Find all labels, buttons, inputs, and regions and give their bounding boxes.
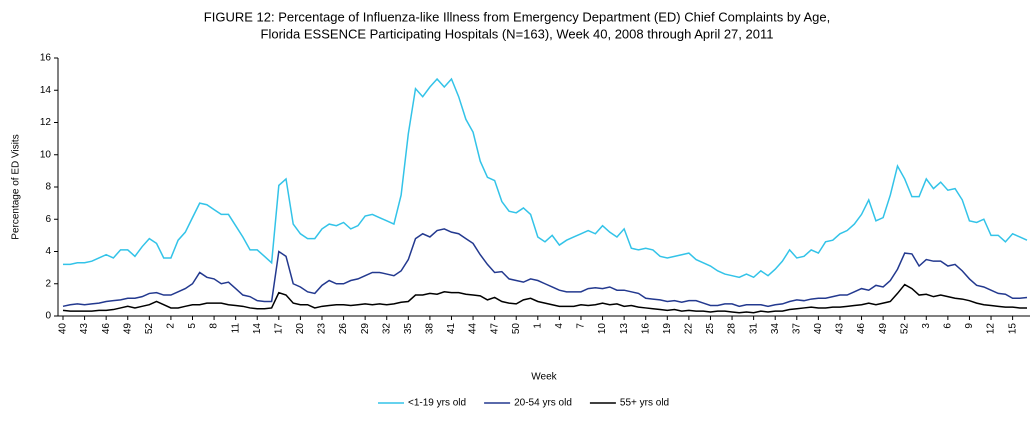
x-tick-label: 31 [748,323,759,335]
x-axis-title: Week [531,372,557,383]
x-tick-label: 16 [640,323,651,335]
x-tick-label: 4 [554,323,565,329]
chart-subtitle: Florida ESSENCE Participating Hospitals … [261,26,774,41]
x-tick-label: 49 [878,323,889,335]
y-tick-label: 8 [45,182,51,193]
x-tick-label: 14 [252,323,263,335]
x-tick-label: 5 [187,323,198,329]
x-tick-label: 6 [943,323,954,329]
x-tick-label: 46 [856,323,867,335]
x-tick-label: 25 [705,323,716,335]
y-tick-label: 6 [45,214,51,225]
x-tick-label: 19 [662,323,673,335]
x-tick-label: 41 [446,323,457,335]
x-tick-label: 35 [403,323,414,335]
x-tick-label: 3 [921,323,932,329]
x-tick-label: 23 [317,323,328,335]
x-tick-label: 12 [986,323,997,335]
legend-label: 20-54 yrs old [514,398,572,409]
x-tick-label: 52 [899,323,910,335]
x-tick-label: 22 [684,323,695,335]
x-tick-label: 37 [791,323,802,335]
x-tick-label: 40 [813,323,824,335]
x-tick-label: 46 [101,323,112,335]
x-tick-label: 44 [468,323,479,335]
y-tick-label: 2 [45,278,51,289]
x-tick-label: 28 [727,323,738,335]
x-tick-label: 1 [532,323,543,329]
x-tick-label: 20 [295,323,306,335]
x-tick-label: 52 [144,323,155,335]
x-tick-label: 26 [338,323,349,335]
data-line [63,77,1028,279]
y-axis-title: Percentage of ED Visits [11,134,22,239]
y-tick-label: 10 [40,149,52,160]
x-tick-label: 11 [230,323,241,334]
x-tick-label: 2 [166,323,177,329]
y-tick-label: 16 [40,53,52,64]
x-tick-label: 9 [964,323,975,329]
x-tick-label: 8 [209,323,220,329]
x-tick-label: 34 [770,323,781,335]
x-tick-label: 49 [122,323,133,335]
x-tick-label: 47 [489,323,500,335]
data-line [62,228,1028,308]
x-tick-label: 50 [511,323,522,335]
legend-label: <1-19 yrs old [408,398,466,409]
y-tick-label: 4 [45,246,51,257]
y-tick-label: 14 [40,85,52,96]
x-tick-label: 40 [58,323,69,335]
x-tick-label: 10 [597,323,608,335]
y-tick-label: 0 [45,311,51,322]
x-tick-label: 15 [1007,323,1018,335]
y-tick-label: 12 [40,117,52,128]
x-tick-label: 32 [381,323,392,335]
x-tick-label: 13 [619,323,630,335]
x-tick-label: 7 [576,323,587,329]
x-tick-label: 38 [425,323,436,335]
chart-title: FIGURE 12: Percentage of Influenza-like … [204,9,830,24]
data-line [62,283,1027,314]
x-tick-label: 43 [835,323,846,335]
x-tick-label: 43 [79,323,90,335]
x-tick-label: 29 [360,323,371,335]
legend-label: 55+ yrs old [620,398,669,409]
x-tick-label: 17 [273,323,284,335]
